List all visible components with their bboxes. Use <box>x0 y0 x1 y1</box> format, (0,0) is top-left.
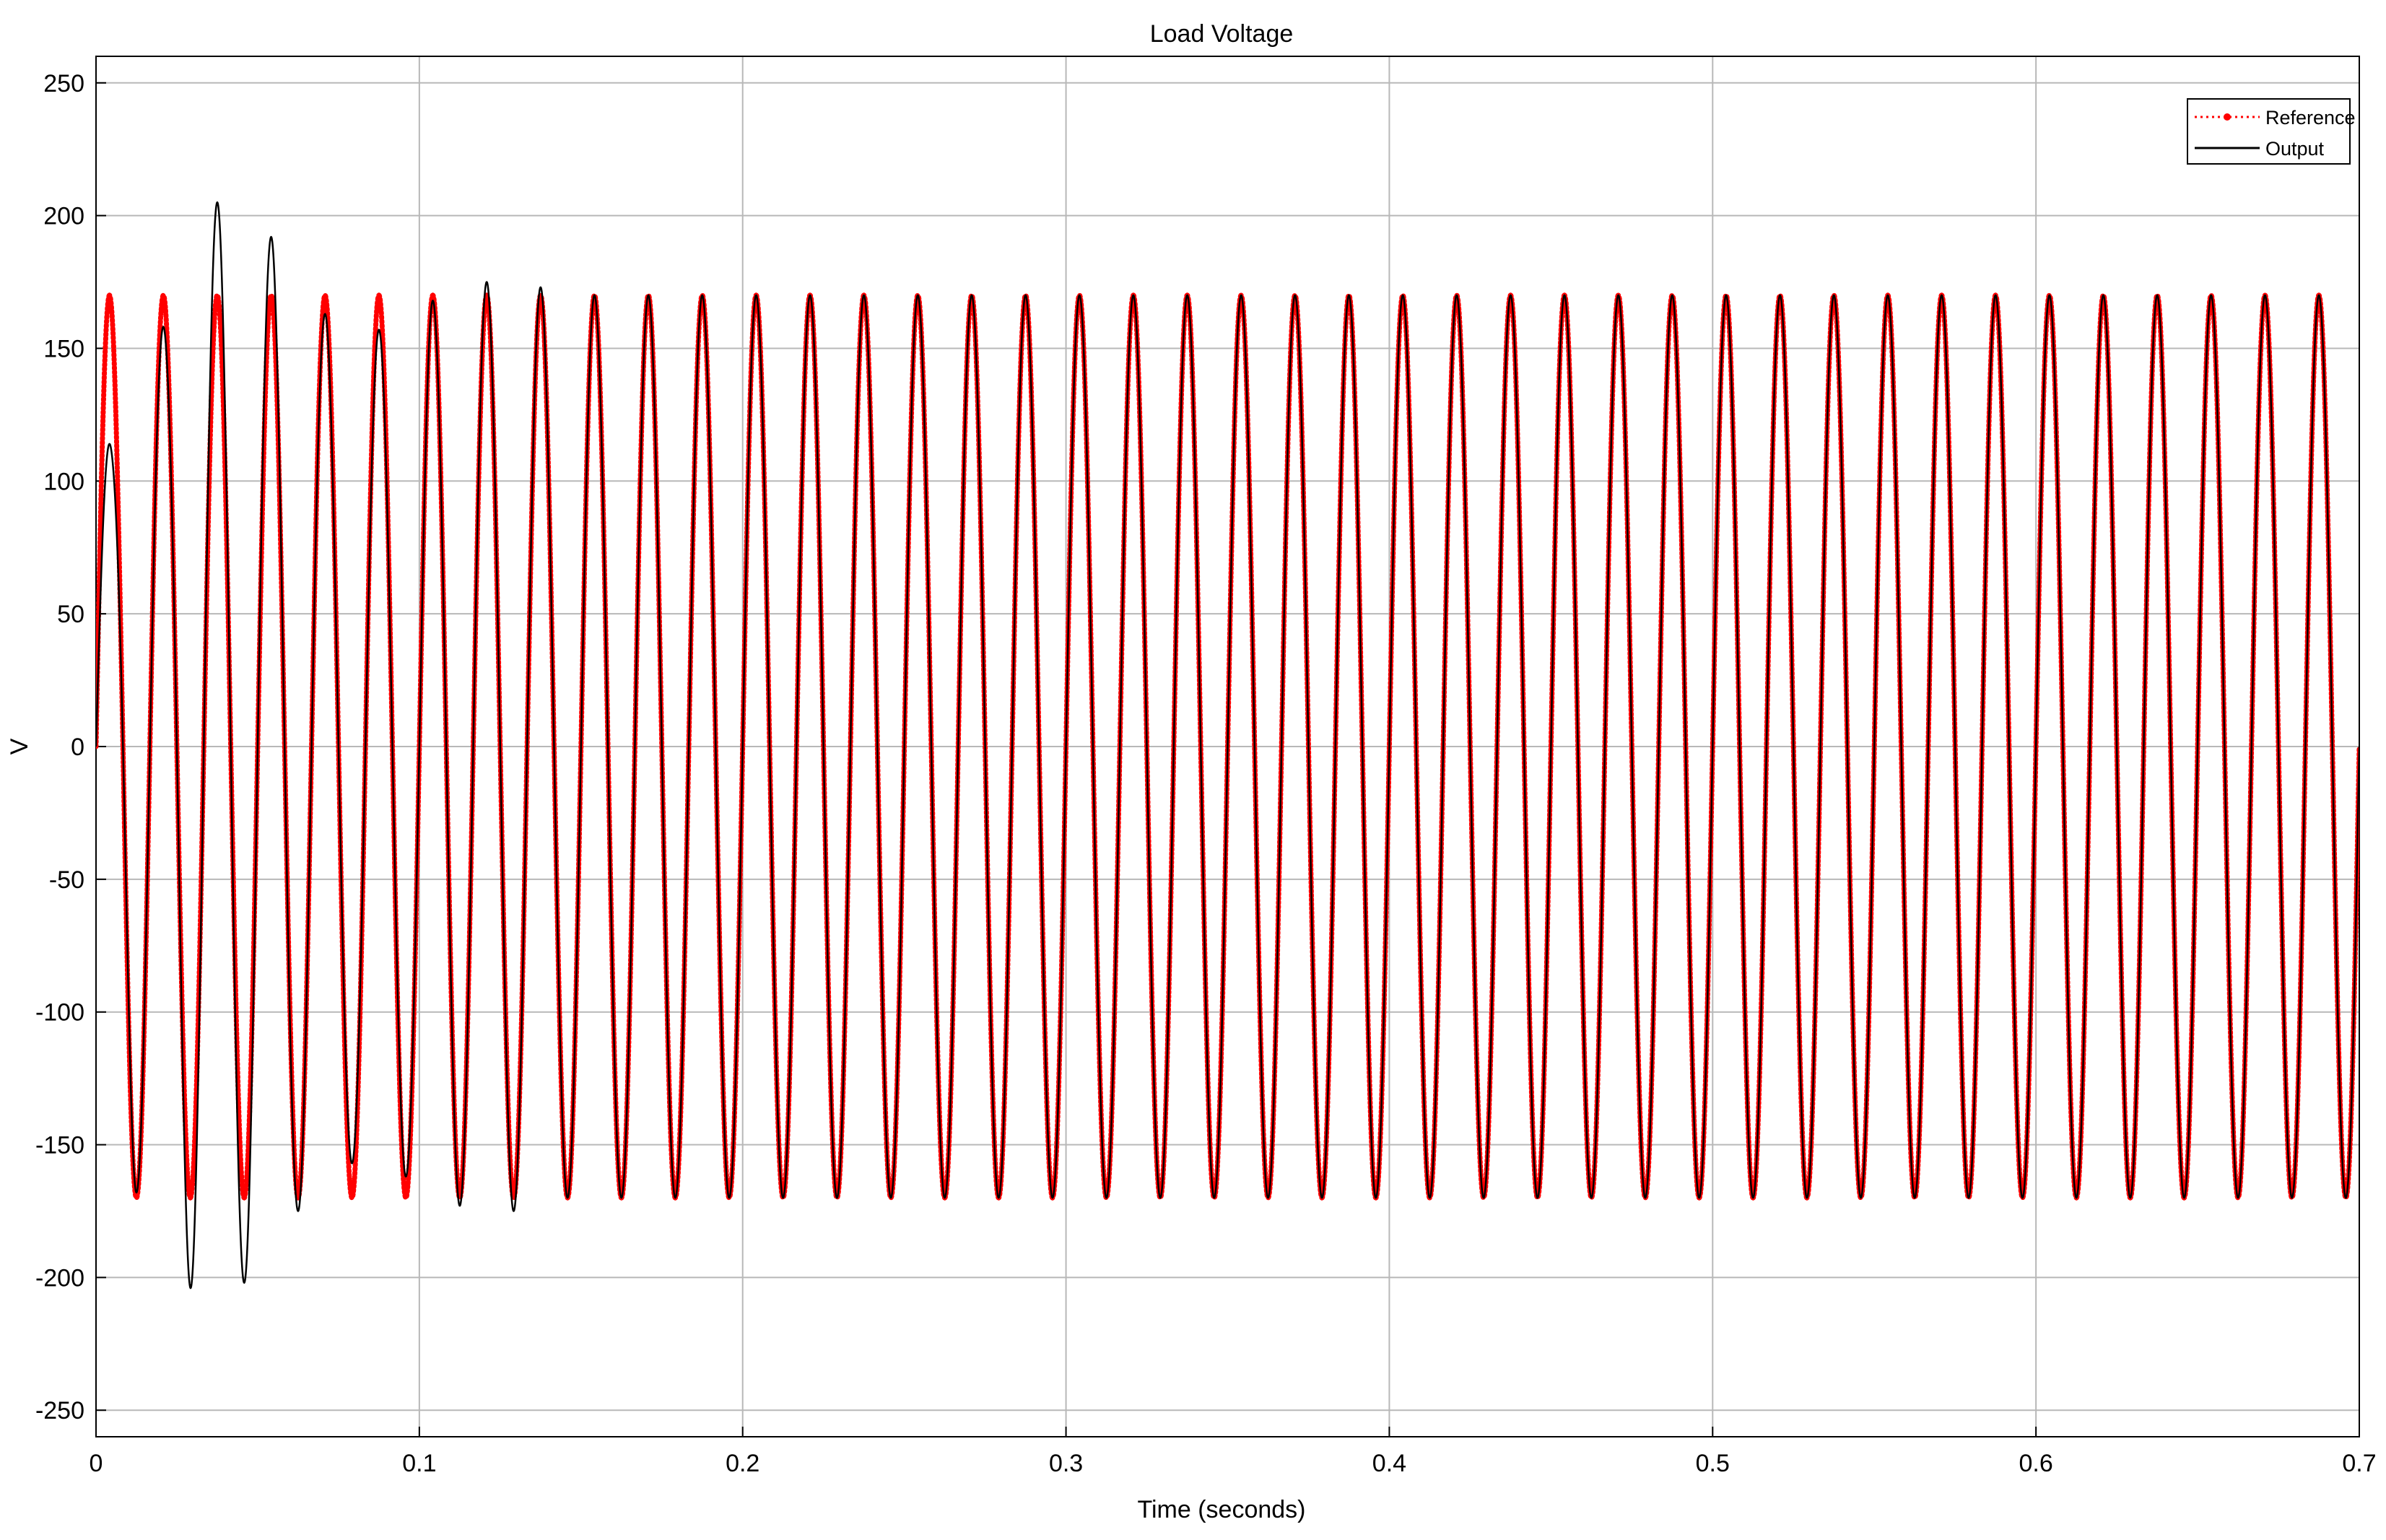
y-tick-label: 100 <box>43 468 84 495</box>
x-tick-label: 0.1 <box>402 1450 436 1477</box>
y-tick-label: 150 <box>43 335 84 362</box>
series-output-line <box>96 201 2359 1289</box>
y-tick-label: 0 <box>71 734 84 761</box>
legend-box <box>2187 98 2351 165</box>
x-tick-label: 0.6 <box>2019 1450 2053 1477</box>
y-tick-label: -200 <box>35 1264 84 1292</box>
y-tick-label: 200 <box>43 203 84 230</box>
x-tick-label: 0.7 <box>2342 1450 2376 1477</box>
chart-title: Load Voltage <box>1150 20 1294 48</box>
series-layer <box>96 201 2359 1289</box>
legend-output-label: Output <box>2265 138 2325 160</box>
y-tick-label: -100 <box>35 999 84 1027</box>
x-tick-label: 0.4 <box>1372 1450 1406 1477</box>
y-axis-title: V <box>6 738 33 754</box>
y-tick-label: -250 <box>35 1397 84 1424</box>
legend-reference-marker <box>2224 113 2231 121</box>
y-tick-label: 250 <box>43 70 84 97</box>
tick-layer: 0 0.1 0.2 0.3 0.4 0.5 0.6 0.7 250 200 150 100 50 0 -50… <box>35 70 2377 1477</box>
x-tick-label: 0.5 <box>1696 1450 1730 1477</box>
legend-reference-label: Reference <box>2265 107 2356 129</box>
x-axis-title: Time (seconds) <box>1137 1496 1305 1523</box>
x-tick-label: 0.2 <box>726 1450 759 1477</box>
x-tick-label: 0.3 <box>1049 1450 1083 1477</box>
y-tick-label: -150 <box>35 1132 84 1160</box>
x-tick-label: 0 <box>90 1450 103 1477</box>
y-tick-label: 50 <box>57 601 84 628</box>
y-tick-label: -50 <box>49 866 84 894</box>
legend: Reference Output <box>2187 98 2356 165</box>
